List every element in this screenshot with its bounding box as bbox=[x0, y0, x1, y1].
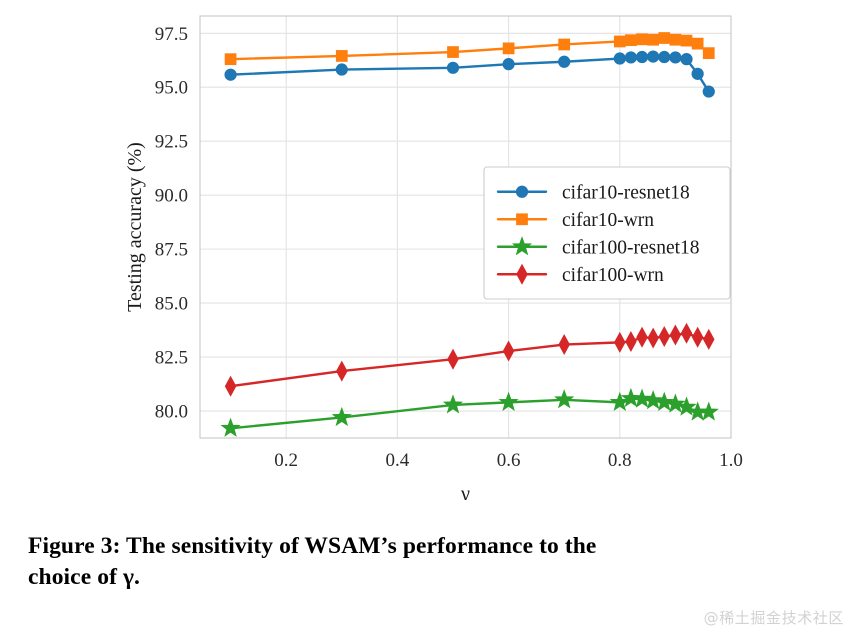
data-point-marker bbox=[224, 68, 237, 81]
caption-line-1: Figure 3: The sensitivity of WSAM’s perf… bbox=[28, 533, 597, 559]
data-point-marker bbox=[224, 375, 237, 397]
legend-item-cifar100-resnet18[interactable]: cifar100-resnet18 bbox=[496, 236, 700, 259]
data-point-marker bbox=[703, 328, 715, 350]
data-point-marker bbox=[702, 47, 715, 59]
data-point-marker bbox=[447, 348, 459, 370]
data-point-marker bbox=[676, 396, 697, 416]
x-tick-label: 0.2 bbox=[274, 450, 298, 471]
legend-marker-diamond-icon bbox=[516, 263, 528, 285]
data-point-marker bbox=[691, 326, 704, 348]
legend-background bbox=[483, 166, 731, 300]
data-point-marker bbox=[624, 51, 638, 64]
series-cifar100-resnet18 bbox=[220, 387, 719, 437]
legend-item-cifar10-wrn[interactable]: cifar10-wrn bbox=[496, 210, 654, 231]
data-point-marker bbox=[680, 322, 693, 344]
data-point-marker bbox=[691, 37, 704, 50]
y-tick-label: 82.5 bbox=[155, 348, 188, 369]
data-point-marker bbox=[691, 67, 704, 80]
data-point-marker bbox=[631, 388, 653, 408]
line-chart: 80.0 82.5 85.0 87.5 90.0 92.5 95.0 97.5 0.2 0.4 0.… bbox=[124, 15, 743, 500]
legend-label: cifar100-wrn bbox=[562, 265, 664, 286]
data-point-marker bbox=[558, 334, 570, 356]
chart-canvas: 80.0 82.5 85.0 87.5 90.0 92.5 95.0 97.5 0.2 0.4 0.… bbox=[124, 15, 743, 500]
legend-item-cifar100-wrn[interactable]: cifar100-wrn bbox=[496, 263, 664, 286]
data-point-marker bbox=[680, 53, 693, 66]
figure-caption: Figure 3: The sensitivity of WSAM’s perf… bbox=[28, 531, 840, 593]
data-point-marker bbox=[331, 406, 352, 427]
data-point-marker bbox=[613, 35, 626, 48]
y-axis-title: Testing accuracy (%) bbox=[124, 142, 146, 312]
legend-marker-circle-icon bbox=[515, 185, 529, 198]
data-point-marker bbox=[658, 32, 671, 44]
data-point-marker bbox=[558, 38, 571, 51]
x-tick-label: 0.8 bbox=[608, 450, 632, 471]
data-point-marker bbox=[620, 387, 642, 408]
series-cifar10-resnet18 bbox=[224, 50, 715, 98]
data-point-marker bbox=[336, 360, 348, 382]
plot-border bbox=[199, 15, 732, 439]
data-point-marker bbox=[658, 50, 671, 64]
data-point-marker bbox=[625, 34, 637, 47]
legend-label: cifar10-resnet18 bbox=[562, 183, 690, 204]
data-point-marker bbox=[558, 55, 571, 68]
data-point-marker bbox=[669, 33, 682, 46]
data-series-layer bbox=[220, 32, 719, 437]
data-point-marker bbox=[680, 34, 693, 47]
data-point-marker bbox=[635, 50, 649, 64]
series-cifar10-wrn bbox=[224, 32, 715, 66]
data-point-marker bbox=[669, 324, 682, 346]
data-point-marker bbox=[442, 394, 464, 414]
legend-label: cifar10-wrn bbox=[562, 210, 654, 231]
data-point-marker bbox=[447, 46, 459, 58]
legend-label: cifar100-resnet18 bbox=[562, 238, 700, 259]
data-point-marker bbox=[625, 331, 637, 353]
data-point-marker bbox=[702, 85, 715, 98]
plot-frame bbox=[199, 15, 732, 439]
x-axis-title: γ bbox=[460, 483, 470, 500]
data-point-marker bbox=[636, 33, 648, 46]
x-tick-label: 0.4 bbox=[386, 450, 410, 471]
data-point-marker bbox=[446, 61, 460, 74]
x-tick-label: 0.6 bbox=[497, 450, 521, 471]
data-point-marker bbox=[220, 417, 241, 437]
x-tick-label: 1.0 bbox=[719, 450, 743, 471]
legend-marker-star-icon bbox=[511, 236, 533, 256]
data-point-marker bbox=[669, 51, 682, 64]
legend-marker-square-icon bbox=[516, 213, 528, 226]
chart-legend: cifar10-resnet18 cifar10-wrn cifar100-resn… bbox=[483, 166, 731, 300]
data-point-marker bbox=[554, 389, 575, 409]
data-point-marker bbox=[224, 53, 237, 66]
axis-titles: γ Testing accuracy (%) bbox=[124, 142, 470, 500]
data-point-marker bbox=[335, 50, 348, 62]
y-tick-label: 87.5 bbox=[155, 240, 188, 261]
data-point-marker bbox=[698, 401, 719, 421]
data-point-marker bbox=[647, 50, 660, 63]
data-point-marker bbox=[502, 340, 515, 362]
tick-labels: 80.0 82.5 85.0 87.5 90.0 92.5 95.0 97.5 0.2 0.4 0.… bbox=[155, 24, 743, 471]
data-point-marker bbox=[665, 393, 686, 413]
y-tick-label: 97.5 bbox=[155, 24, 188, 45]
data-point-marker bbox=[614, 331, 626, 353]
data-point-marker bbox=[502, 58, 515, 71]
data-point-marker bbox=[647, 33, 660, 46]
series-cifar100-wrn bbox=[224, 322, 715, 397]
y-tick-label: 85.0 bbox=[155, 294, 188, 315]
data-point-marker bbox=[335, 63, 348, 76]
data-point-marker bbox=[647, 327, 659, 349]
data-point-marker bbox=[502, 42, 515, 55]
watermark-text: @稀土掘金技术社区 bbox=[703, 609, 844, 627]
data-point-marker bbox=[613, 52, 626, 65]
y-tick-label: 80.0 bbox=[155, 402, 188, 423]
data-point-marker bbox=[643, 390, 664, 410]
caption-line-2: choice of γ. bbox=[28, 564, 141, 590]
y-tick-label: 92.5 bbox=[155, 132, 188, 153]
data-point-marker bbox=[658, 326, 671, 348]
legend-item-cifar10-resnet18[interactable]: cifar10-resnet18 bbox=[496, 183, 690, 204]
y-tick-label: 90.0 bbox=[155, 186, 188, 207]
data-point-marker bbox=[654, 391, 675, 411]
data-point-marker bbox=[636, 326, 648, 348]
y-tick-label: 95.0 bbox=[155, 78, 188, 99]
data-point-marker bbox=[498, 391, 519, 411]
